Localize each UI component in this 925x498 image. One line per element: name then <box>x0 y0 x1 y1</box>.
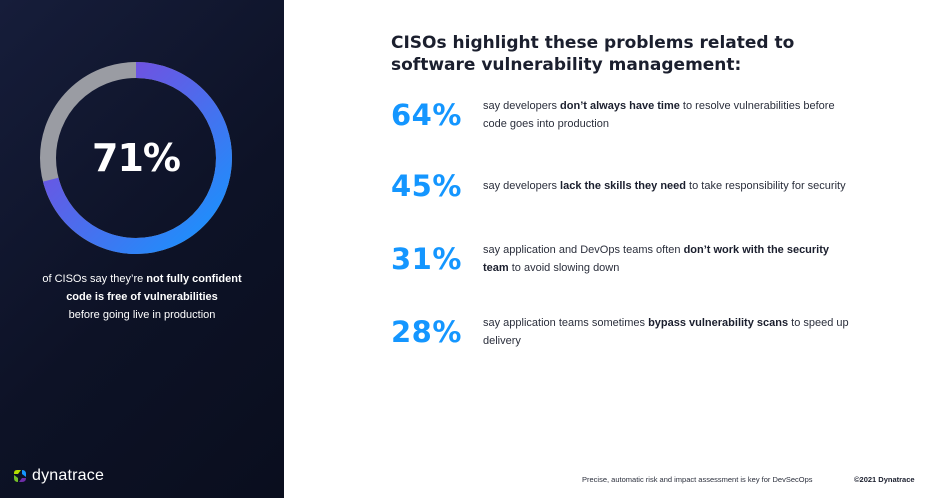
donut-percent: 71% <box>92 136 181 180</box>
stat-row: 28% say application teams sometimes bypa… <box>391 312 861 352</box>
stat-text: say developers lack the skills they need… <box>483 180 846 192</box>
stat-percent: 28% <box>391 315 462 349</box>
dynatrace-logo: dynatrace <box>12 467 104 485</box>
dynatrace-logo-icon <box>14 470 26 482</box>
stat-text: say application teams sometimes bypass v… <box>483 317 849 347</box>
stat-percent: 64% <box>391 98 462 132</box>
donut-progress-arc <box>40 62 232 254</box>
stat-percent: 45% <box>391 169 462 203</box>
caption-line: code is free of vulnerabilities <box>66 291 218 303</box>
footer-note: Precise, automatic risk and impact asses… <box>582 475 813 484</box>
copyright: ©2021 Dynatrace <box>854 475 915 484</box>
logo-text: dynatrace <box>32 467 105 484</box>
stat-text: say developers don’t always have time to… <box>483 100 835 130</box>
stat-percent: 31% <box>391 242 462 276</box>
stat-row: 45% say developers lack the skills they … <box>391 166 861 206</box>
stat-row: 64% say developers don’t always have tim… <box>391 95 861 135</box>
left-caption: of CISOs say they’re not fully confident… <box>10 270 274 324</box>
caption-line: before going live in production <box>68 309 216 321</box>
stat-row: 31% say application and DevOps teams oft… <box>391 239 861 279</box>
stat-text: say application and DevOps teams often d… <box>483 244 830 274</box>
donut-chart <box>40 62 232 254</box>
page-title: CISOs highlight these problems related t… <box>391 33 795 75</box>
caption-line: of CISOs say they’re not fully confident <box>42 273 242 285</box>
